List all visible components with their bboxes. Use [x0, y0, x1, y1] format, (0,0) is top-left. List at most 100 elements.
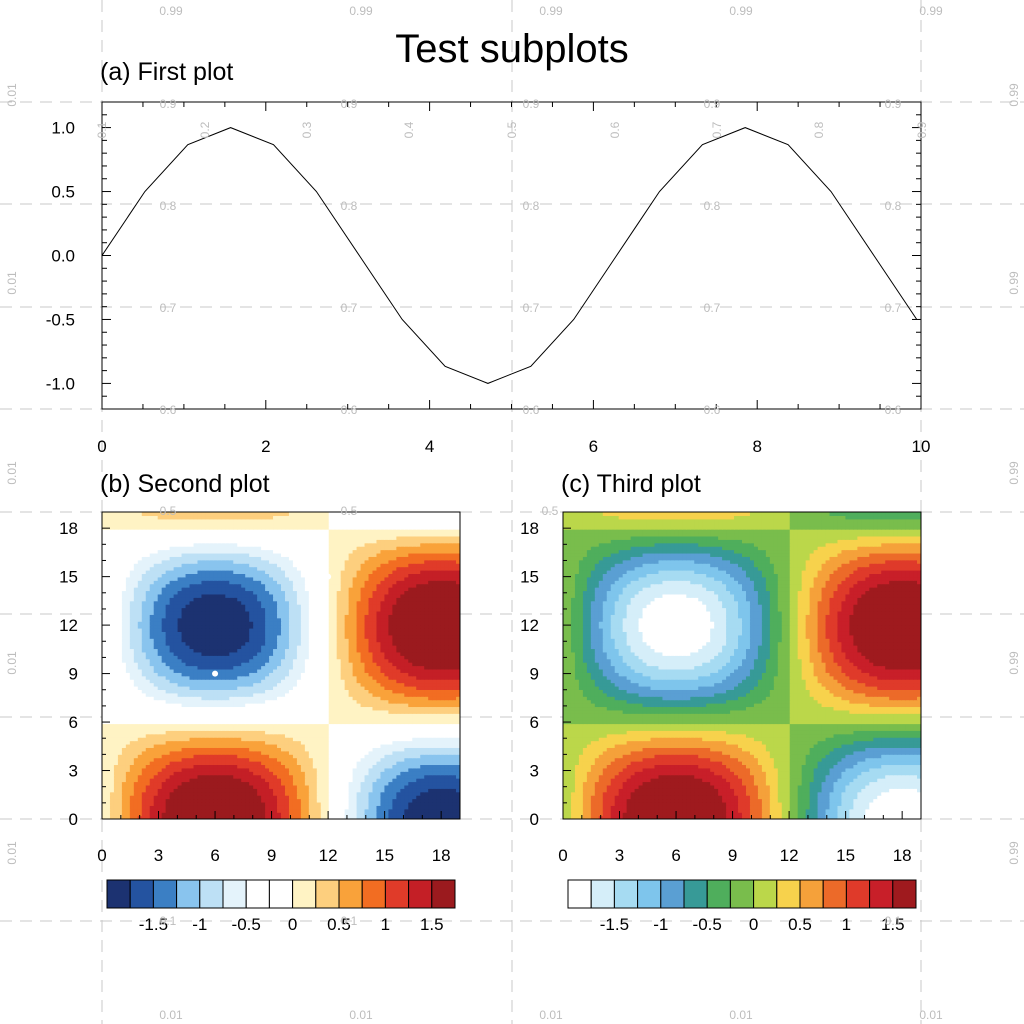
contour-cell: [245, 771, 250, 776]
contour-cell: [436, 791, 441, 796]
contour-cell: [312, 750, 318, 755]
contour-cell: [113, 675, 119, 680]
contour-cell: [209, 658, 214, 663]
contour-cell: [288, 743, 294, 748]
contour-cell: [153, 767, 159, 772]
contour-cell: [273, 778, 278, 783]
contour-cell: [388, 726, 393, 731]
contour-cell: [133, 689, 139, 694]
contour-cell: [149, 754, 155, 759]
contour-cell: [368, 733, 374, 738]
contour-cell: [424, 733, 429, 738]
contour-cell: [404, 651, 409, 656]
contour-cell: [328, 662, 334, 667]
contour-cell: [189, 740, 195, 745]
contour-cell: [420, 754, 425, 759]
contour-cell: [245, 733, 250, 738]
contour-cell: [404, 788, 409, 793]
contour-cell: [197, 699, 203, 704]
contour-cell: [320, 713, 326, 718]
contour-cell: [105, 651, 111, 656]
contour-cell: [384, 801, 389, 806]
contour-cell: [157, 716, 163, 721]
contour-cell: [372, 672, 378, 677]
contour-cell: [245, 743, 250, 748]
contour-cell: [205, 655, 210, 660]
contour-cell: [316, 662, 322, 667]
contour-cell: [380, 808, 386, 813]
contour-cell: [141, 706, 147, 711]
contour-cell: [109, 685, 115, 690]
contour-cell: [292, 740, 298, 745]
contour-cell: [296, 740, 302, 745]
contour-cell: [201, 733, 207, 738]
contour-cell: [296, 675, 302, 680]
contour-cell: [245, 651, 250, 656]
contour-cell: [336, 798, 342, 803]
contour-cell: [189, 726, 195, 731]
contour-cell: [424, 798, 429, 803]
contour-cell: [436, 812, 441, 817]
contour-cell: [102, 638, 107, 643]
contour-cell: [261, 685, 266, 690]
contour-cell: [416, 757, 421, 762]
contour-cell: [265, 798, 270, 803]
contour-cell: [360, 645, 366, 650]
contour-cell: [273, 685, 278, 690]
contour-cell: [249, 815, 254, 819]
contour-cell: [161, 743, 167, 748]
contour-cell: [308, 801, 314, 806]
contour-cell: [145, 801, 151, 806]
contour-cell: [153, 655, 159, 660]
contour-cell: [352, 716, 358, 721]
contour-cell: [372, 634, 378, 639]
contour-cell: [412, 723, 417, 728]
contour-cell: [213, 709, 218, 714]
contour-cell: [157, 733, 163, 738]
contour-cell: [300, 685, 306, 690]
contour-cell: [221, 750, 226, 755]
contour-cell: [408, 784, 413, 789]
contour-cell: [444, 651, 449, 656]
contour-cell: [133, 805, 139, 810]
contour-cell: [292, 808, 298, 813]
contour-cell: [197, 781, 203, 786]
contour-cell: [308, 709, 314, 714]
contour-cell: [416, 730, 421, 735]
contour-cell: [308, 726, 314, 731]
contour-cell: [396, 733, 401, 738]
contour-cell: [436, 641, 441, 646]
contour-cell: [229, 662, 234, 667]
contour-cell: [328, 784, 334, 789]
contour-cell: [257, 638, 262, 643]
contour-cell: [348, 781, 354, 786]
contour-cell: [261, 795, 266, 800]
contour-cell: [185, 784, 191, 789]
contour-cell: [225, 767, 230, 772]
contour-cell: [376, 672, 382, 677]
contour-cell: [281, 696, 286, 701]
contour-cell: [181, 675, 187, 680]
contour-cell: [420, 784, 425, 789]
contour-cell: [217, 805, 222, 810]
contour-cell: [161, 682, 167, 687]
contour-cell: [209, 798, 214, 803]
contour-cell: [261, 798, 266, 803]
contour-cell: [444, 699, 449, 704]
contour-cell: [129, 805, 135, 810]
contour-cell: [257, 675, 262, 680]
contour-cell: [356, 651, 362, 656]
contour-cell: [233, 692, 238, 697]
contour-cell: [129, 655, 135, 660]
contour-cell: [448, 726, 453, 731]
contour-cell: [400, 747, 405, 752]
contour-cell: [221, 726, 226, 731]
contour-cell: [384, 651, 389, 656]
contour-cell: [332, 662, 338, 667]
frame-label: 0.01: [919, 1008, 943, 1022]
contour-cell: [396, 689, 401, 694]
contour-cell: [265, 641, 270, 646]
contour-cell: [368, 761, 374, 766]
contour-cell: [408, 706, 413, 711]
contour-cell: [424, 795, 429, 800]
